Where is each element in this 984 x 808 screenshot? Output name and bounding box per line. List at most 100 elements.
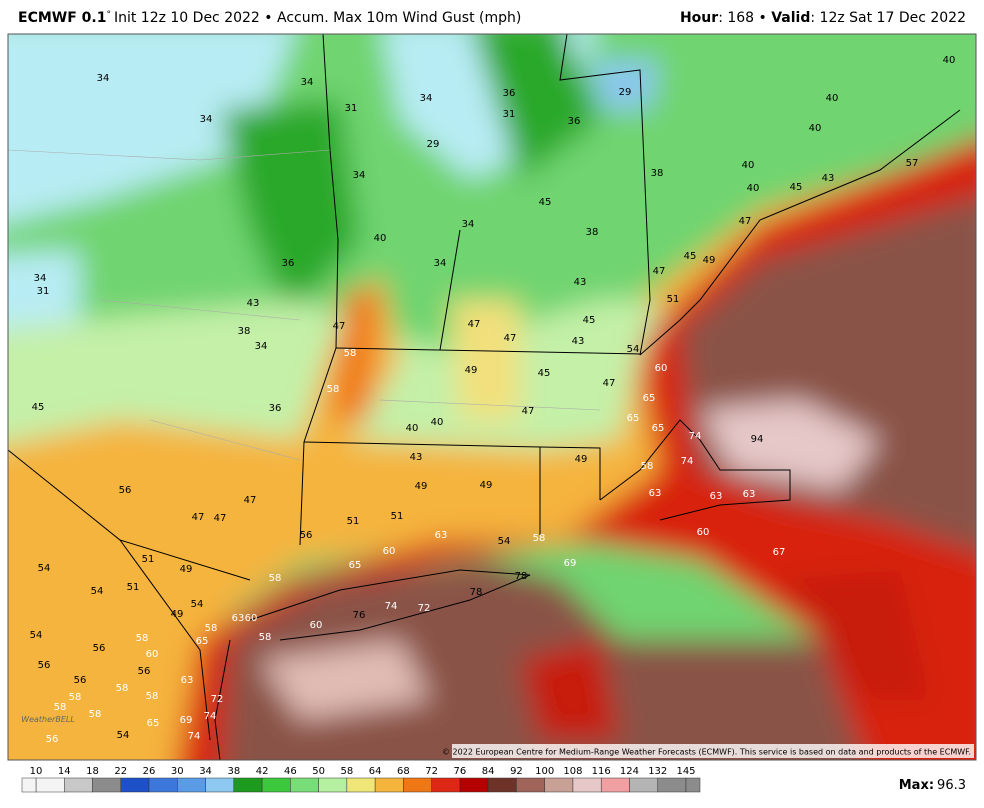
map-labels: 34 34 31 34 36 31 36 29 40 40 40 34 29 34 38 40 40 45 43 57…: [30, 55, 956, 745]
map-label: 38: [651, 168, 664, 179]
colorbar-swatch: [64, 777, 93, 793]
map-label: 40: [747, 183, 760, 194]
logo: WeatherBELL: [21, 715, 75, 724]
map-label: 63: [743, 489, 756, 500]
map-label: 47: [653, 266, 666, 277]
map-label: 65: [627, 413, 640, 424]
colorbar-swatch: [346, 777, 376, 793]
map-label: 38: [586, 227, 599, 238]
colorbar-swatch: [657, 777, 687, 793]
colorbar: 10 14 18 22 26 30 34 38 42 46 50 58 64 68 72 76 84 92 100 1…: [21, 766, 701, 793]
map-label: 40: [742, 160, 755, 171]
colorbar-tick-label: 100: [535, 766, 554, 777]
colorbar-tick-label: 46: [284, 766, 297, 777]
map-label: 63: [649, 488, 662, 499]
map-label: 58: [269, 573, 282, 584]
map-label: 63: [710, 491, 723, 502]
map-label: 34: [255, 341, 268, 352]
map-label: 45: [790, 182, 803, 193]
colorbar-swatch: [233, 777, 263, 793]
colorbar-swatch: [572, 777, 602, 793]
valid: : 12z Sat 17 Dec 2022: [810, 10, 966, 26]
degree: °: [106, 10, 111, 20]
map-label: 56: [93, 643, 106, 654]
map-label: 34: [353, 170, 366, 181]
map-label: 74: [188, 731, 201, 742]
map-label: 56: [38, 660, 51, 671]
colorbar-tick-label: 38: [227, 766, 240, 777]
map-label: 54: [117, 730, 130, 741]
init: Init 12z 10 Dec 2022 • Accum. Max 10m Wi…: [114, 10, 521, 26]
colorbar-swatch: [290, 777, 319, 793]
map-label: 65: [349, 560, 362, 571]
map-label: 58: [116, 683, 129, 694]
map-label: 74: [385, 601, 398, 612]
map-label: 40: [431, 417, 444, 428]
map-label: 74: [204, 711, 217, 722]
map-label: 34: [301, 77, 314, 88]
map-label: 40: [406, 423, 419, 434]
colorbar-swatch: [205, 777, 235, 793]
max-value: 96.3: [937, 778, 966, 793]
map-label: 43: [572, 336, 585, 347]
colorbar-tick-label: 108: [563, 766, 582, 777]
colorbar-cap: [685, 777, 701, 793]
model: ECMWF 0.1: [18, 10, 106, 26]
map-label: 60: [310, 620, 323, 631]
colorbar-tick-label: 92: [510, 766, 523, 777]
colorbar-tick-label: 14: [58, 766, 71, 777]
map-label: 57: [906, 158, 919, 169]
colorbar-swatch: [487, 777, 517, 793]
map-label: 54: [191, 599, 204, 610]
map-label: 34: [97, 73, 110, 84]
colorbar-tick-label: 30: [171, 766, 184, 777]
map-label: 49: [465, 365, 478, 376]
map-label: 51: [347, 516, 360, 527]
map-label: 47: [214, 513, 227, 524]
map-label: 36: [269, 403, 282, 414]
colorbar-tick-label: 58: [341, 766, 354, 777]
map-label: 78: [515, 571, 528, 582]
colorbar-tick-label: 84: [482, 766, 495, 777]
colorbar-swatch: [600, 777, 630, 793]
map-label: 45: [684, 251, 697, 262]
map-label: 31: [37, 286, 50, 297]
map-label: 36: [503, 88, 516, 99]
colorbar-tick-label: 68: [397, 766, 410, 777]
map-label: 29: [619, 87, 632, 98]
copyright: © 2022 European Centre for Medium-Range …: [442, 748, 971, 757]
map-label: 51: [142, 554, 155, 565]
map-label: 47: [504, 333, 517, 344]
map-label: 58: [205, 623, 218, 634]
colorbar-tick-label: 124: [620, 766, 639, 777]
map-label: 94: [751, 434, 764, 445]
map-label: 74: [681, 456, 694, 467]
map-label: 40: [374, 233, 387, 244]
colorbar-tick-label: 72: [425, 766, 438, 777]
colorbar-swatch: [92, 777, 122, 793]
map-label: 74: [689, 431, 702, 442]
map-label: 47: [192, 512, 205, 523]
map-label: 56: [138, 666, 151, 677]
map-label: 72: [211, 694, 224, 705]
map-label: 51: [127, 582, 140, 593]
map-label: 56: [119, 485, 132, 496]
colorbar-swatch: [318, 777, 348, 793]
map-label: 34: [420, 93, 433, 104]
map-label: 72: [418, 603, 431, 614]
boundaries: [8, 34, 961, 760]
colorbar-swatch: [516, 777, 545, 793]
map-label: 47: [244, 495, 257, 506]
map-label: 65: [196, 636, 209, 647]
map-label: 58: [259, 632, 272, 643]
map-label: 65: [643, 393, 656, 404]
map-label: 43: [574, 277, 587, 288]
map-label: 65: [652, 423, 665, 434]
colorbar-swatch: [261, 777, 291, 793]
max-label: Max:: [899, 778, 934, 793]
map-label: 54: [38, 563, 51, 574]
map-label: 58: [69, 692, 82, 703]
map-label: 29: [427, 139, 440, 150]
map-label: 45: [32, 402, 45, 413]
